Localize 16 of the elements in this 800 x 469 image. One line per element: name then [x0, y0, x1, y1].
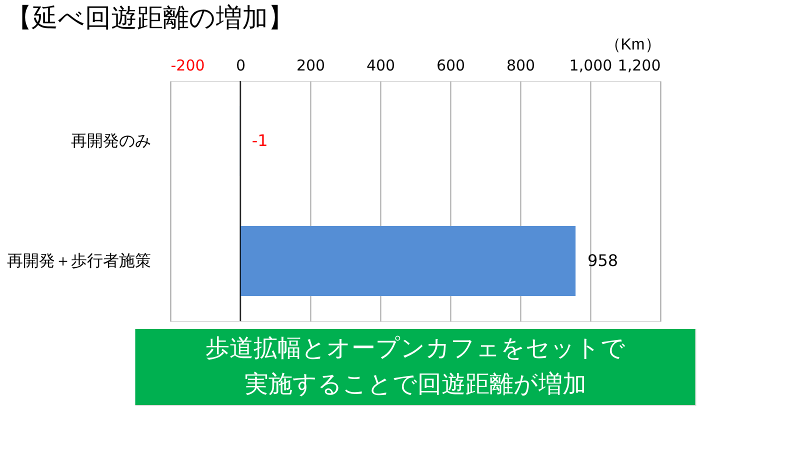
x-tick-label: 0	[236, 56, 246, 74]
x-tick-label: 400	[366, 56, 396, 74]
y-tick-label: 再開発＋歩行者施策	[6, 251, 151, 270]
text: 実施することで回遊距離が増加	[244, 370, 586, 398]
text: 歩道拡幅とオープンカフェをセットで	[205, 334, 626, 362]
x-tick-label: 800	[506, 56, 536, 74]
data-label: 958	[588, 251, 618, 270]
x-tick-label: 600	[436, 56, 466, 74]
x-tick-label: 1,200	[618, 56, 661, 74]
x-tick-label: 200	[296, 56, 326, 74]
x-axis-title: （Km）	[604, 36, 661, 54]
x-tick-label: 1,000	[569, 56, 612, 74]
chart-title: 【延べ回遊距離の増加】	[6, 4, 294, 34]
y-tick-label: 再開発のみ	[70, 131, 151, 150]
x-tick-label: -200	[170, 56, 205, 74]
data-label: -1	[252, 131, 268, 150]
